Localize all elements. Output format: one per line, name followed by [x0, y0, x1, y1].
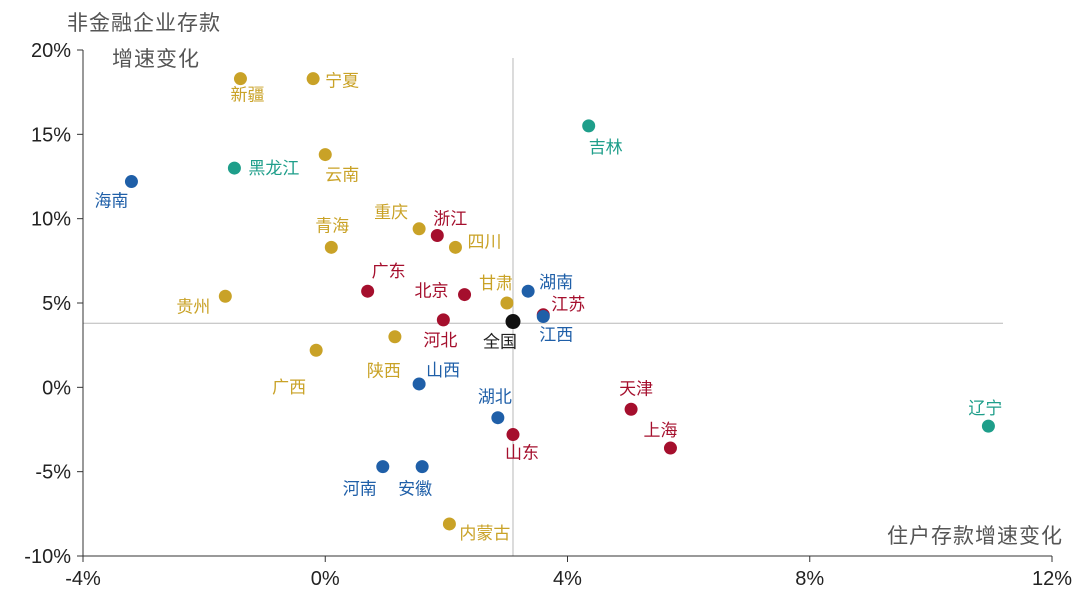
y-tick-label: 5%	[42, 293, 71, 315]
point-天津	[624, 402, 638, 416]
point-label-天津: 天津	[619, 379, 653, 399]
point-label-广东: 广东	[372, 262, 406, 282]
point-label-云南: 云南	[325, 166, 359, 186]
point-label-江苏: 江苏	[551, 295, 585, 315]
point-安徽	[415, 460, 429, 474]
point-label-海南: 海南	[94, 192, 128, 212]
point-上海	[663, 441, 677, 455]
x-tick-label: 0%	[311, 568, 340, 590]
ticks: -4% 0% 4% 8% 12% 20% 15% 10% 5% 0% -5% -10%	[24, 40, 1072, 590]
point-label-河北: 河北	[423, 331, 457, 351]
point-新疆	[233, 72, 247, 86]
point-label-浙江: 浙江	[433, 210, 467, 230]
point-湖南	[521, 284, 535, 298]
point-贵州	[218, 289, 232, 303]
point-label-河南: 河南	[343, 480, 377, 500]
point-label-湖南: 湖南	[539, 273, 573, 293]
point-label-四川: 四川	[467, 232, 501, 252]
point-label-上海: 上海	[643, 421, 677, 441]
y-tick-label: -10%	[24, 546, 71, 568]
point-label-重庆: 重庆	[374, 203, 408, 223]
reference-lines	[83, 58, 1003, 556]
y-tick-label: 10%	[31, 209, 71, 231]
point-label-安徽: 安徽	[398, 480, 432, 500]
point-黑龙江	[227, 161, 241, 175]
point-河北	[436, 313, 450, 327]
y-tick-label: 20%	[31, 40, 71, 62]
point-label-全国: 全国	[483, 333, 517, 353]
point-广东	[361, 284, 375, 298]
point-label-山东: 山东	[505, 444, 539, 464]
point-宁夏	[306, 72, 320, 86]
point-江西	[536, 309, 550, 323]
point-label-江西: 江西	[539, 325, 573, 345]
y-tick-label: 15%	[31, 124, 71, 146]
point-辽宁	[981, 419, 995, 433]
y-tick-label: -5%	[35, 462, 71, 484]
y-axis-title-line2: 增速变化	[112, 47, 200, 71]
y-axis-title-line1: 非金融企业存款	[67, 11, 221, 35]
point-全国	[505, 314, 521, 330]
point-湖北	[491, 411, 505, 425]
point-北京	[458, 288, 472, 302]
point-河南	[376, 460, 390, 474]
point-label-新疆: 新疆	[230, 86, 264, 106]
point-label-黑龙江: 黑龙江	[248, 159, 299, 179]
point-重庆	[412, 222, 426, 236]
point-四川	[448, 240, 462, 254]
point-内蒙古	[442, 517, 456, 531]
point-label-内蒙古: 内蒙古	[459, 524, 510, 544]
point-label-贵州: 贵州	[176, 297, 210, 317]
point-陕西	[388, 330, 402, 344]
point-label-陕西: 陕西	[367, 362, 401, 382]
point-青海	[324, 240, 338, 254]
x-tick-label: 12%	[1032, 568, 1072, 590]
point-label-辽宁: 辽宁	[968, 399, 1002, 419]
point-label-吉林: 吉林	[589, 138, 623, 158]
point-甘肃	[500, 296, 514, 310]
point-label-北京: 北京	[415, 282, 449, 302]
y-tick-label: 0%	[42, 377, 71, 399]
point-山东	[506, 428, 520, 442]
point-label-广西: 广西	[272, 378, 306, 398]
point-label-湖北: 湖北	[478, 388, 512, 408]
point-广西	[309, 343, 323, 357]
x-tick-label: 4%	[553, 568, 582, 590]
point-山西	[412, 377, 426, 391]
point-label-山西: 山西	[426, 361, 460, 381]
point-label-宁夏: 宁夏	[325, 72, 359, 92]
point-label-青海: 青海	[315, 216, 349, 236]
data-points	[124, 72, 995, 531]
point-吉林	[582, 119, 596, 133]
point-海南	[124, 175, 138, 189]
x-tick-label: 8%	[795, 568, 824, 590]
point-label-甘肃: 甘肃	[479, 274, 513, 294]
point-浙江	[430, 229, 444, 243]
x-axis-title: 住户存款增速变化	[887, 524, 1063, 548]
point-云南	[318, 148, 332, 162]
x-tick-label: -4%	[65, 568, 101, 590]
